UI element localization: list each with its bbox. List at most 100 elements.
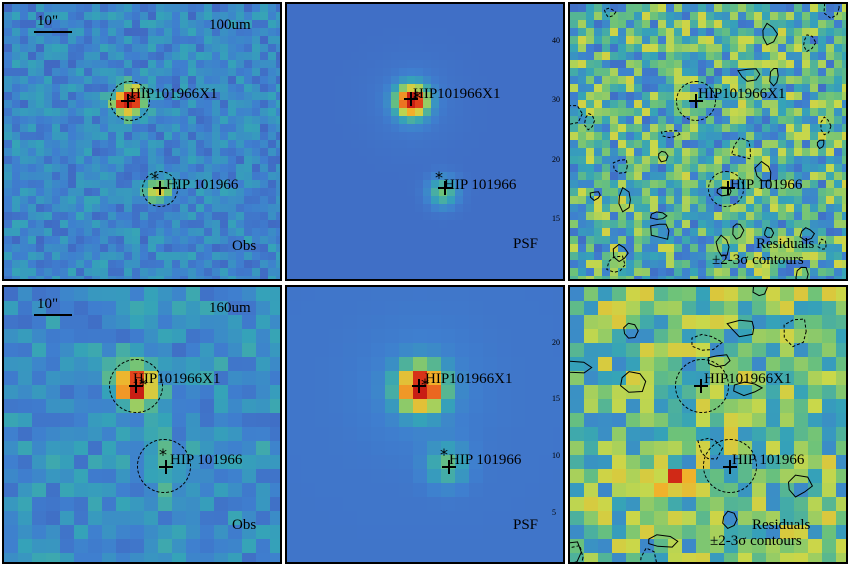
pixel [268, 44, 277, 53]
pixel [52, 52, 61, 61]
pixel [479, 148, 488, 157]
pixel [228, 20, 237, 29]
pixel [415, 228, 424, 237]
pixel [276, 52, 280, 61]
pixel [463, 188, 472, 197]
pixel [618, 236, 627, 245]
source-label-secondary: HIP 101966 [444, 177, 517, 193]
pixel [60, 427, 75, 442]
pixel [100, 116, 109, 125]
pixel [553, 287, 563, 302]
pixel [439, 196, 448, 205]
pixel [359, 36, 368, 45]
pixel [399, 148, 408, 157]
source-label-secondary: HIP 101966 [170, 452, 243, 468]
pixel [228, 357, 243, 372]
pixel [315, 511, 330, 526]
pixel [359, 188, 368, 197]
pixel [810, 196, 819, 205]
pixel [439, 172, 448, 181]
pixel [690, 180, 699, 189]
pixel [535, 12, 544, 21]
pixel [511, 44, 520, 53]
pixel [20, 92, 29, 101]
pixel [132, 180, 141, 189]
pixel [439, 20, 448, 29]
pixel [260, 180, 269, 189]
pixel [471, 188, 480, 197]
pixel [427, 455, 442, 470]
pixel [519, 36, 528, 45]
pixel [351, 212, 360, 221]
pixel [399, 140, 408, 149]
pixel [447, 228, 456, 237]
pixel [164, 60, 173, 69]
pixel [586, 236, 595, 245]
pixel [535, 52, 544, 61]
pixel [439, 268, 448, 277]
pixel [559, 44, 563, 53]
pixel [810, 100, 819, 109]
pixel [690, 140, 699, 149]
pixel [4, 76, 13, 85]
pixel [68, 164, 77, 173]
pixel [826, 132, 835, 141]
pixel [722, 244, 731, 253]
pixel [535, 60, 544, 69]
pixel [391, 196, 400, 205]
pixel [826, 52, 835, 61]
pixel [108, 132, 117, 141]
pixel [12, 92, 21, 101]
pixel [842, 236, 846, 245]
pixel [469, 553, 484, 562]
pixel [32, 329, 47, 344]
pixel [780, 497, 795, 512]
pixel [311, 276, 320, 279]
pixel [236, 204, 245, 213]
pixel [810, 140, 819, 149]
pixel [578, 124, 587, 133]
pixel [214, 357, 229, 372]
pixel [156, 52, 165, 61]
pixel [367, 20, 376, 29]
pixel [794, 180, 803, 189]
pixel [311, 180, 320, 189]
pixel [220, 92, 229, 101]
pixel [100, 172, 109, 181]
pixel [76, 212, 85, 221]
pixel [836, 441, 846, 456]
pixel [76, 188, 85, 197]
pixel [60, 156, 69, 165]
pixel [559, 20, 563, 29]
pixel [335, 156, 344, 165]
pixel [407, 188, 416, 197]
pixel [559, 212, 563, 221]
pixel [780, 315, 795, 330]
pixel [132, 220, 141, 229]
pixel [84, 68, 93, 77]
pixel [295, 156, 304, 165]
pixel [842, 20, 846, 29]
pixel [746, 100, 755, 109]
pixel [471, 212, 480, 221]
pixel [610, 84, 619, 93]
pixel [268, 116, 277, 125]
pixel [335, 220, 344, 229]
aperture-secondary [137, 439, 191, 493]
pixel [252, 228, 261, 237]
pixel [584, 357, 599, 372]
pixel [212, 156, 221, 165]
pixel [4, 164, 13, 173]
pixel [511, 172, 520, 181]
pixel [674, 12, 683, 21]
pixel [200, 483, 215, 498]
pixel [610, 252, 619, 261]
pixel [559, 172, 563, 181]
pixel [84, 20, 93, 29]
pixel [754, 132, 763, 141]
pixel [46, 525, 61, 540]
pixel [519, 4, 528, 13]
pixel [4, 44, 13, 53]
pixel [20, 28, 29, 37]
pixel [642, 36, 651, 45]
